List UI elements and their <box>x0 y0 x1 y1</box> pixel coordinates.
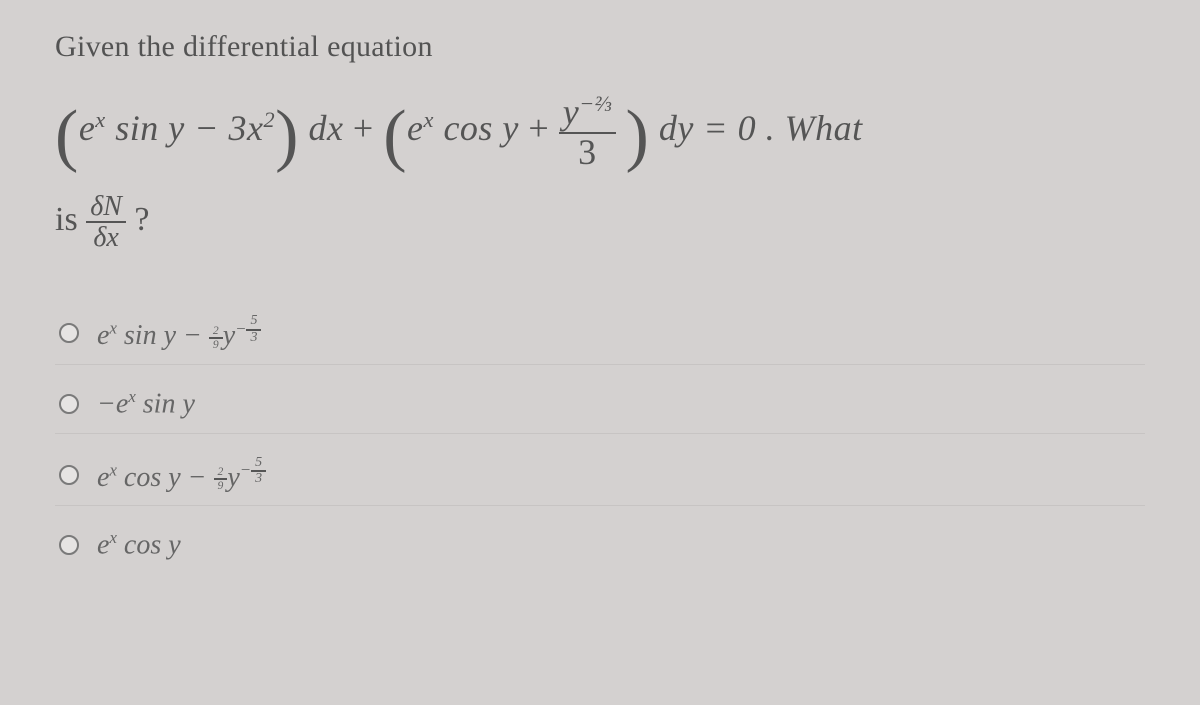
ask-suffix: ? <box>134 201 149 238</box>
radio-icon[interactable] <box>59 535 79 555</box>
option-label: ex cos y − 29y−53 <box>97 456 266 494</box>
equation-tail: dy = 0 . What <box>659 108 863 148</box>
option-label: −ex sin y <box>97 387 195 420</box>
radio-icon[interactable] <box>59 323 79 343</box>
question-card: Given the differential equation (ex sin … <box>0 0 1200 604</box>
radio-icon[interactable] <box>59 394 79 414</box>
option-b[interactable]: −ex sin y <box>55 375 1145 433</box>
option-label: ex cos y <box>97 528 181 561</box>
option-d[interactable]: ex cos y <box>55 516 1145 573</box>
N-term-fraction: y−⅔ 3 <box>559 92 616 172</box>
N-term-left: ex cos y <box>407 108 519 148</box>
option-label: ex sin y − 29y−53 <box>97 314 261 352</box>
question-prompt: Given the differential equation <box>55 30 1145 64</box>
ask-line: is δN δx ? <box>55 192 1145 253</box>
radio-icon[interactable] <box>59 465 79 485</box>
equation-line: (ex sin y − 3x2) dx + (ex cos y + y−⅔ 3 … <box>55 92 1145 172</box>
option-c[interactable]: ex cos y − 29y−53 <box>55 444 1145 507</box>
option-a[interactable]: ex sin y − 29y−53 <box>55 302 1145 365</box>
ask-fraction: δN δx <box>86 192 126 253</box>
ask-prefix: is <box>55 201 78 238</box>
M-term: ex sin y − 3x2 <box>79 108 275 148</box>
options-list: ex sin y − 29y−53 −ex sin y ex cos y − 29y… <box>55 302 1145 573</box>
